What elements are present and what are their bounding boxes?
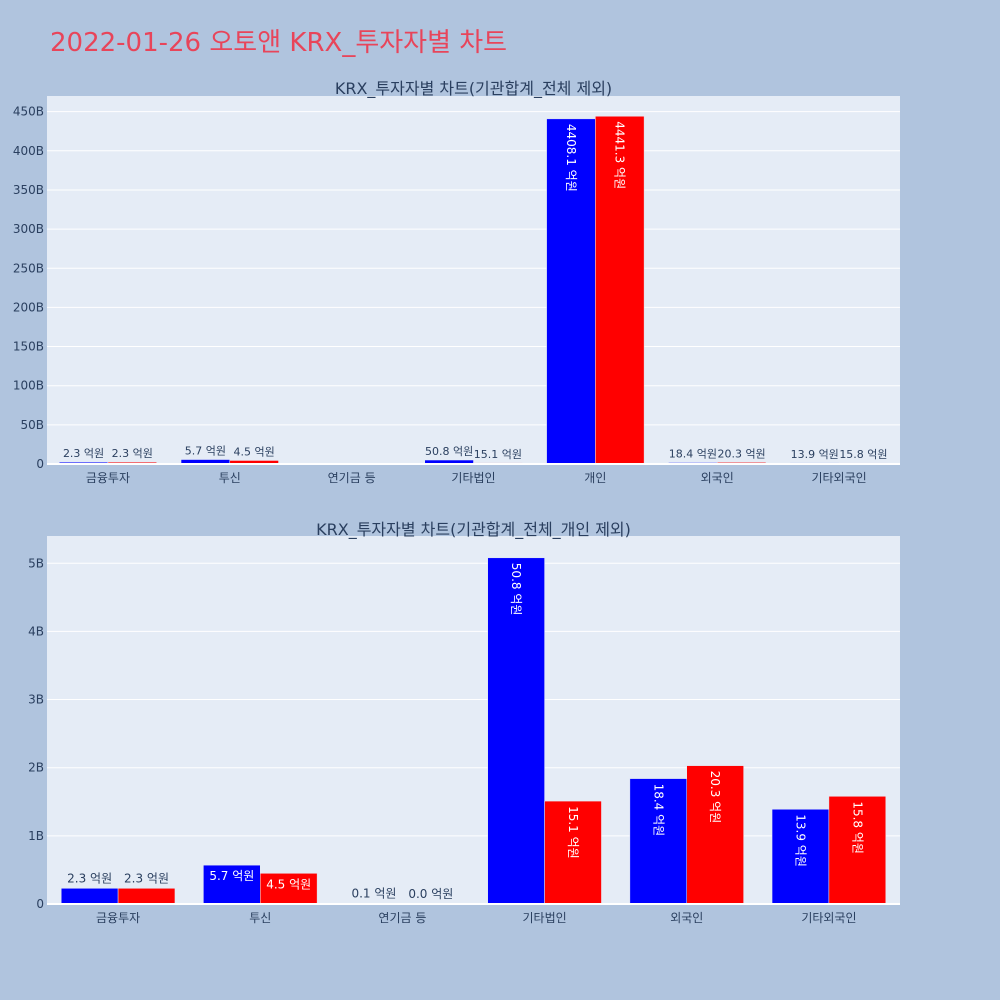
bar (546, 118, 596, 465)
data-label: 15.8 억원 (839, 448, 887, 461)
x-tick-label: 연기금 등 (328, 471, 376, 485)
x-tick-label: 기타법인 (522, 911, 566, 925)
y-tick-label: 450B (13, 105, 44, 119)
bar (686, 765, 744, 905)
chart-title: KRX_투자자별 차트(기관합계_전체_개인 제외) (316, 520, 631, 540)
y-tick-label: 5B (28, 556, 44, 570)
data-label: 4.5 억원 (234, 445, 275, 458)
data-label: 2.3 억원 (63, 447, 104, 460)
data-label: 5.7 억원 (185, 445, 226, 458)
x-tick-label: 금융투자 (96, 911, 140, 925)
x-tick-label: 기타외국인 (801, 911, 856, 925)
y-tick-label: 0 (36, 457, 44, 471)
data-label: 15.1 억원 (566, 806, 580, 859)
y-tick-label: 150B (13, 340, 44, 354)
x-tick-label: 투신 (219, 471, 241, 485)
data-label: 2.3 억원 (67, 871, 112, 885)
data-label: 4.5 억원 (266, 877, 311, 891)
y-tick-label: 300B (13, 222, 44, 236)
bar (260, 873, 318, 905)
y-tick-label: 400B (13, 144, 44, 158)
x-tick-label: 외국인 (701, 471, 734, 485)
y-tick-label: 1B (28, 829, 44, 843)
bar (544, 800, 602, 905)
data-label: 15.8 억원 (850, 801, 864, 854)
x-tick-label: 기타법인 (451, 471, 495, 485)
data-label: 0.0 억원 (408, 887, 453, 901)
data-label: 2.3 억원 (124, 871, 169, 885)
data-label: 2.3 억원 (112, 447, 153, 460)
x-tick-label: 금융투자 (86, 471, 130, 485)
data-label: 13.9 억원 (791, 448, 839, 461)
y-tick-label: 250B (13, 261, 44, 275)
data-label: 4441.3 억원 (613, 121, 627, 189)
data-label: 4408.1 억원 (564, 124, 578, 192)
y-tick-label: 100B (13, 379, 44, 393)
data-label: 0.1 억원 (351, 886, 396, 900)
bar (60, 888, 119, 905)
data-label: 20.3 억원 (717, 447, 765, 460)
x-tick-label: 개인 (584, 471, 606, 485)
chart-top: 0 50B 100B 150B 200B 250B 300B 350B 400B 450B KRX_… (13, 79, 900, 485)
bar (487, 557, 545, 905)
plot-area (47, 536, 900, 904)
bar (203, 864, 261, 905)
y-tick-label: 2B (28, 761, 44, 775)
data-label: 15.1 억원 (474, 448, 522, 461)
data-label: 13.9 억원 (793, 814, 807, 867)
data-label: 5.7 억원 (209, 869, 254, 883)
data-label: 18.4 억원 (669, 448, 717, 461)
y-tick-label: 4B (28, 624, 44, 638)
data-label: 50.8 억원 (509, 563, 523, 616)
bar (117, 888, 176, 905)
y-tick-label: 200B (13, 300, 44, 314)
y-tick-label: 50B (20, 418, 44, 432)
chart-title: KRX_투자자별 차트(기관합계_전체 제외) (335, 79, 612, 99)
page-title: 2022-01-26 오토앤 KRX_투자자별 차트 (50, 28, 508, 58)
y-tick-label: 0 (36, 897, 44, 911)
plot-area (47, 96, 900, 464)
bar (828, 796, 887, 905)
x-tick-label: 기타외국인 (811, 471, 866, 485)
x-tick-label: 연기금 등 (378, 911, 426, 925)
y-tick-label: 3B (28, 693, 44, 707)
y-tick-label: 350B (13, 183, 44, 197)
data-label: 18.4 억원 (651, 784, 665, 837)
bar (629, 778, 688, 905)
x-tick-label: 투신 (249, 911, 271, 925)
chart-bottom: 0 1B 2B 3B 4B 5B KRX_투자자별 차트(기관합계_전체_개인 제외) 금융투… (28, 520, 900, 925)
x-tick-label: 외국인 (670, 911, 703, 925)
data-label: 20.3 억원 (708, 771, 722, 824)
data-label: 50.8 억원 (425, 445, 473, 458)
